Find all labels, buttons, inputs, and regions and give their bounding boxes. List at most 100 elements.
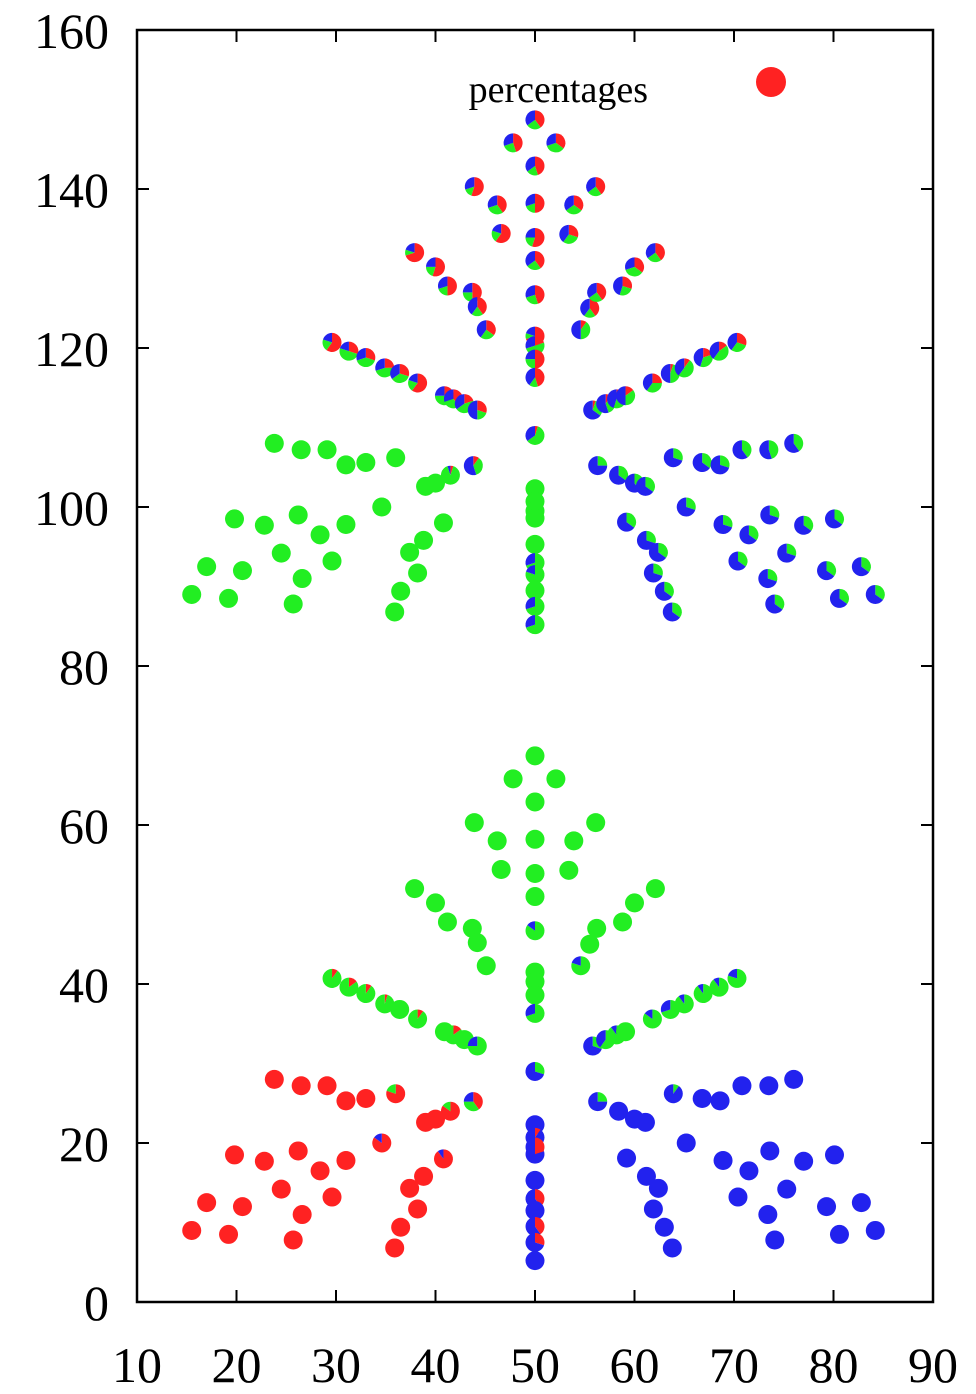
- point-slice: [473, 457, 483, 475]
- point-slice: [760, 505, 779, 525]
- data-point: [613, 912, 633, 932]
- point-slice: [503, 133, 514, 146]
- point-slice: [595, 177, 606, 195]
- point-slice: [737, 551, 748, 567]
- data-point: [426, 257, 446, 277]
- point-slice: [465, 186, 475, 196]
- point-slice: [713, 345, 729, 361]
- point-slice: [731, 342, 747, 352]
- point-slice: [336, 455, 356, 475]
- data-point: [759, 1076, 779, 1096]
- point-slice: [727, 968, 747, 988]
- point-slice: [525, 359, 535, 369]
- point-slice: [587, 918, 607, 938]
- data-point: [317, 1076, 337, 1096]
- point-slice: [768, 440, 779, 459]
- data-point: [310, 525, 330, 545]
- point-slice: [525, 863, 545, 883]
- point-slice: [546, 769, 566, 789]
- point-slice: [408, 373, 418, 383]
- data-point: [648, 542, 668, 562]
- point-slice: [655, 243, 665, 261]
- point-slice: [487, 195, 498, 208]
- data-point: [525, 746, 545, 766]
- data-point: [739, 1161, 759, 1181]
- data-point: [613, 276, 633, 296]
- point-slice: [477, 297, 487, 315]
- point-slice: [769, 505, 780, 518]
- data-point: [356, 1088, 376, 1108]
- point-slice: [676, 497, 696, 517]
- point-slice: [525, 746, 545, 766]
- point-slice: [391, 1217, 411, 1237]
- data-point: [674, 358, 694, 378]
- point-slice: [225, 509, 245, 529]
- point-slice: [291, 440, 311, 460]
- data-point: [291, 1076, 311, 1096]
- point-slice: [525, 1144, 545, 1164]
- x-tick-label: 30: [311, 1337, 361, 1393]
- data-point: [491, 860, 511, 880]
- data-point: [709, 977, 729, 997]
- data-point: [817, 561, 837, 581]
- point-slice: [563, 234, 578, 244]
- data-point: [283, 1230, 303, 1250]
- data-point: [739, 525, 759, 545]
- data-point: [525, 1003, 545, 1023]
- data-point: [288, 505, 308, 525]
- point-slice: [322, 332, 333, 343]
- point-slice: [464, 394, 474, 404]
- point-slice: [697, 984, 704, 994]
- point-slice: [660, 999, 671, 1013]
- point-slice: [525, 1216, 541, 1236]
- point-slice: [477, 400, 487, 413]
- point-slice: [529, 377, 538, 387]
- point-slice: [592, 400, 596, 411]
- data-point: [433, 1149, 453, 1169]
- data-point: [408, 1199, 428, 1219]
- point-slice: [464, 813, 484, 833]
- point-slice: [525, 156, 535, 172]
- point-slice: [824, 1145, 844, 1165]
- point-slice: [793, 433, 804, 452]
- point-slice: [317, 440, 337, 460]
- point-slice: [652, 373, 662, 383]
- data-point: [375, 358, 395, 378]
- x-tick-label: 10: [112, 1337, 162, 1393]
- point-slice: [645, 243, 656, 259]
- data-point: [462, 918, 482, 938]
- point-slice: [525, 615, 545, 635]
- point-slice: [495, 224, 511, 244]
- data-point: [525, 156, 545, 176]
- point-slice: [492, 224, 502, 234]
- point-slice: [525, 1170, 545, 1190]
- data-point: [617, 1148, 637, 1168]
- point-slice: [709, 341, 720, 359]
- point-slice: [525, 110, 535, 126]
- point-slice: [759, 440, 772, 460]
- point-slice: [720, 455, 730, 468]
- point-slice: [464, 177, 475, 190]
- data-point: [794, 1151, 814, 1171]
- point-slice: [326, 332, 342, 352]
- point-slice: [426, 1109, 445, 1129]
- point-slice: [525, 596, 545, 616]
- point-slice: [653, 563, 663, 576]
- point-slice: [617, 512, 635, 532]
- point-slice: [566, 204, 582, 215]
- point-slice: [583, 1036, 602, 1056]
- data-point: [391, 581, 411, 601]
- point-slice: [664, 581, 674, 597]
- point-slice: [412, 373, 428, 393]
- point-slice: [535, 1144, 545, 1155]
- point-slice: [568, 224, 579, 238]
- point-slice: [288, 505, 308, 525]
- point-slice: [374, 1133, 382, 1143]
- point-slice: [372, 1133, 392, 1153]
- point-slice: [710, 455, 730, 475]
- point-slice: [477, 410, 487, 420]
- point-slice: [535, 1127, 541, 1138]
- point-slice: [648, 1178, 668, 1198]
- point-slice: [271, 1179, 291, 1199]
- data-point: [829, 1224, 849, 1244]
